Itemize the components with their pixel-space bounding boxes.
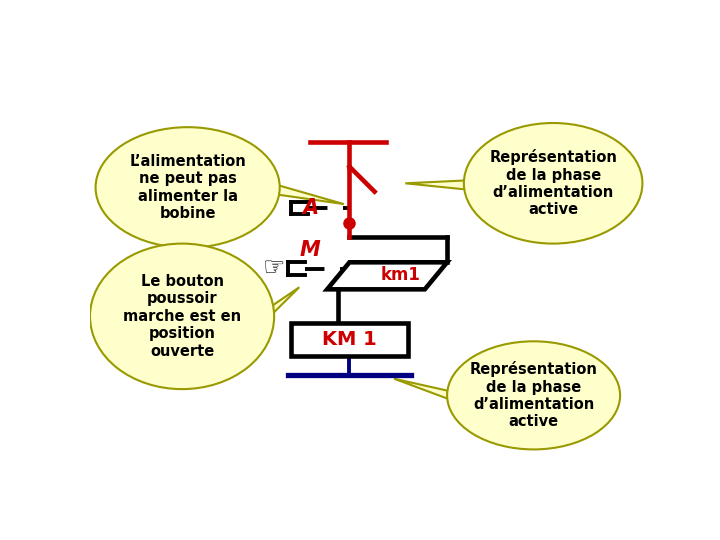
Text: Le bouton
poussoir
marche est en
position
ouverte: Le bouton poussoir marche est en positio… <box>123 274 241 359</box>
Polygon shape <box>271 183 344 204</box>
Text: KM 1: KM 1 <box>322 330 377 349</box>
Text: L’alimentation
ne peut pas
alimenter la
bobine: L’alimentation ne peut pas alimenter la … <box>130 154 246 221</box>
Text: Représentation
de la phase
d’alimentation
active: Représentation de la phase d’alimentatio… <box>489 149 617 218</box>
Polygon shape <box>327 262 447 289</box>
Text: Représentation
de la phase
d’alimentation
active: Représentation de la phase d’alimentatio… <box>469 361 598 429</box>
Ellipse shape <box>464 123 642 244</box>
Text: km1: km1 <box>380 266 420 284</box>
Polygon shape <box>291 322 408 356</box>
Text: ☞: ☞ <box>263 256 285 281</box>
Polygon shape <box>266 287 300 321</box>
Ellipse shape <box>96 127 279 248</box>
Ellipse shape <box>447 341 620 449</box>
Polygon shape <box>405 180 467 190</box>
Polygon shape <box>394 379 450 400</box>
Text: M: M <box>300 240 321 260</box>
Text: A: A <box>302 198 318 218</box>
Ellipse shape <box>90 244 274 389</box>
